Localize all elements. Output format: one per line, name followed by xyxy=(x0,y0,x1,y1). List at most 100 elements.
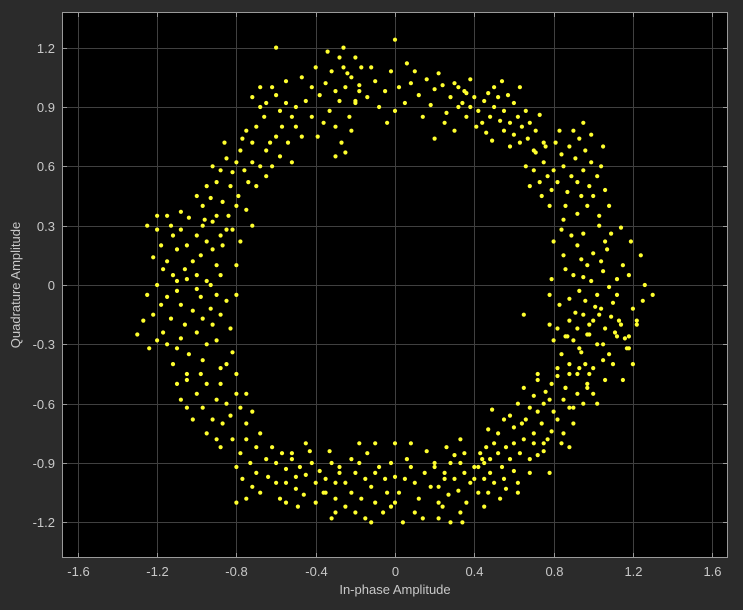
data-point xyxy=(492,441,497,446)
data-point xyxy=(357,460,362,466)
data-point xyxy=(194,330,199,335)
data-point xyxy=(555,366,560,371)
data-point xyxy=(444,445,449,450)
data-point xyxy=(147,346,152,351)
data-point xyxy=(575,180,580,185)
data-point xyxy=(264,148,269,153)
data-point xyxy=(135,332,140,337)
data-point xyxy=(620,263,626,268)
data-point xyxy=(442,476,447,481)
data-point xyxy=(218,312,223,317)
data-point xyxy=(650,292,655,297)
data-point xyxy=(620,377,626,383)
data-point xyxy=(472,464,477,470)
data-point xyxy=(420,516,425,521)
data-point xyxy=(230,350,235,355)
data-point xyxy=(492,104,497,110)
data-point xyxy=(488,114,493,119)
data-point xyxy=(313,65,318,70)
data-point xyxy=(597,223,602,228)
y-tick-marks xyxy=(62,48,728,523)
data-point xyxy=(258,490,263,495)
y-grid xyxy=(62,48,728,523)
data-point xyxy=(198,371,203,377)
data-point xyxy=(155,338,160,343)
data-point xyxy=(511,468,516,474)
data-point xyxy=(190,259,195,264)
data-point xyxy=(186,352,191,357)
data-point xyxy=(563,334,568,339)
data-point xyxy=(585,263,590,268)
data-point xyxy=(595,174,600,179)
data-point xyxy=(496,95,501,100)
data-point xyxy=(408,464,413,470)
data-point xyxy=(559,227,564,232)
data-point xyxy=(295,504,300,509)
data-point xyxy=(460,520,465,525)
data-point xyxy=(244,421,249,426)
data-point xyxy=(159,243,164,248)
data-point xyxy=(321,120,326,125)
data-point xyxy=(492,480,497,485)
data-point xyxy=(577,136,582,141)
data-point xyxy=(601,269,606,274)
data-point xyxy=(531,431,536,436)
data-point xyxy=(337,470,342,475)
data-point xyxy=(555,373,560,379)
data-point xyxy=(408,81,413,86)
data-point xyxy=(642,282,647,288)
data-point xyxy=(541,441,546,446)
data-point xyxy=(343,504,348,509)
data-point xyxy=(238,405,243,410)
data-point xyxy=(161,330,166,335)
data-point xyxy=(200,203,205,208)
data-point xyxy=(555,417,560,422)
data-point xyxy=(442,470,447,475)
data-point xyxy=(170,362,176,367)
data-point xyxy=(274,93,279,98)
data-point xyxy=(507,144,513,149)
data-point xyxy=(581,231,586,236)
data-point xyxy=(333,496,338,501)
data-point xyxy=(337,98,342,104)
data-point xyxy=(333,124,338,129)
data-point xyxy=(448,460,453,466)
data-point xyxy=(359,65,364,70)
data-point xyxy=(228,413,233,418)
data-point xyxy=(258,85,263,90)
data-point xyxy=(630,362,636,367)
data-point xyxy=(293,474,298,479)
data-point xyxy=(357,83,362,88)
data-point xyxy=(527,470,532,475)
data-point xyxy=(583,362,588,367)
data-point xyxy=(535,409,540,414)
data-point xyxy=(174,247,180,252)
data-point xyxy=(567,405,572,410)
data-point xyxy=(499,464,505,470)
data-point xyxy=(565,189,570,195)
data-point xyxy=(507,457,513,462)
data-point xyxy=(523,108,528,113)
x-tick-label: 0.8 xyxy=(545,564,563,579)
data-point xyxy=(603,187,608,193)
data-point xyxy=(452,128,457,133)
data-point xyxy=(200,316,205,321)
data-point xyxy=(210,322,215,327)
y-tick-label: 0.3 xyxy=(37,219,55,234)
data-point xyxy=(634,318,639,323)
data-point xyxy=(204,278,209,284)
data-point xyxy=(626,334,632,339)
data-point xyxy=(293,104,298,110)
data-point xyxy=(583,298,588,303)
data-point xyxy=(373,500,378,505)
data-point xyxy=(220,243,225,248)
data-point xyxy=(595,401,600,406)
data-point xyxy=(373,441,378,446)
data-point xyxy=(341,65,346,70)
data-point xyxy=(141,318,146,323)
data-point xyxy=(178,302,183,307)
data-point xyxy=(208,282,213,288)
data-point xyxy=(200,358,205,363)
data-point xyxy=(581,401,586,406)
